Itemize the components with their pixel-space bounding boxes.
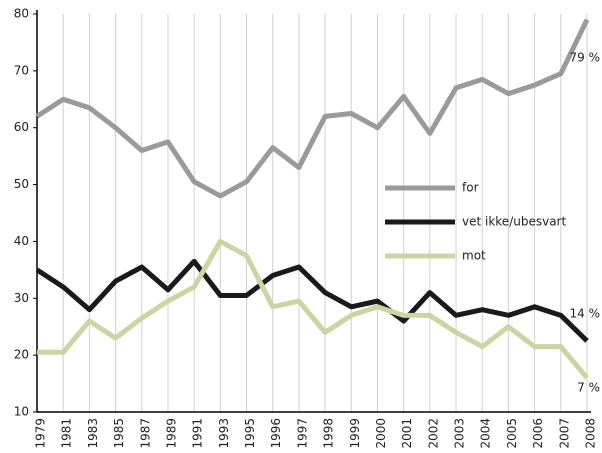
y-tick-label: 80 [14,7,29,21]
annotation: 7 % [577,381,600,395]
x-tick-label: 1979 [34,418,48,449]
series-line [37,238,589,380]
legend-label: mot [462,249,486,263]
x-tick-label: 2003 [453,418,467,449]
y-tick-label: 10 [14,405,29,419]
x-tick-label: 2002 [426,418,440,449]
y-tick-label: 60 [14,120,29,134]
series-line [35,258,589,343]
x-tick-label: 2007 [557,418,571,449]
y-tick-label: 70 [14,63,29,77]
x-tick-label: 1991 [191,418,205,449]
y-tick-label: 20 [14,348,29,362]
x-tick-label: 2000 [374,418,388,449]
x-tick-label: 2001 [400,418,414,449]
x-tick-label: 1983 [86,418,100,449]
legend-label: for [462,181,479,195]
x-tick-label: 1997 [295,418,309,449]
x-tick-label: 1995 [243,418,257,449]
x-tick-label: 1987 [138,418,152,449]
x-tick-label: 2005 [505,418,519,449]
x-tick-label: 1993 [217,418,231,449]
x-tick-label: 1998 [322,418,336,449]
x-tick-label: 2006 [531,418,545,449]
series-line [35,18,590,199]
annotation: 79 % [570,51,601,65]
x-tick-label: 1996 [269,418,283,449]
x-tick-label: 1981 [60,418,74,449]
y-tick-label: 50 [14,177,29,191]
x-tick-label: 1985 [112,418,126,449]
x-tick-label: 1989 [164,418,178,449]
legend-label: vet ikke/ubesvart [462,215,566,229]
x-tick-label: 2008 [584,418,598,449]
y-tick-label: 30 [14,291,29,305]
y-tick-label: 40 [14,234,29,248]
x-tick-label: 2004 [479,418,493,449]
annotation: 14 % [570,307,601,321]
x-tick-label: 1999 [348,418,362,449]
